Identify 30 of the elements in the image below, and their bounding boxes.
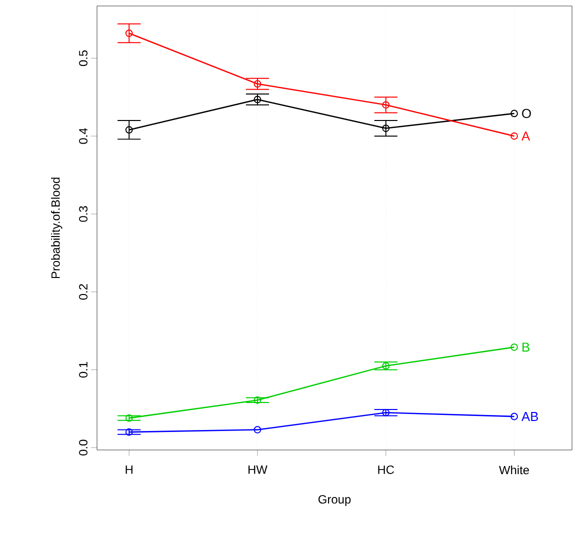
- point: [382, 408, 390, 416]
- point: [254, 426, 262, 434]
- point: [510, 132, 518, 140]
- point: [382, 362, 390, 370]
- x-tick-label: HC: [378, 466, 394, 474]
- x-tick-label: H: [126, 466, 132, 474]
- y-axis-title: Probability.of.Blood: [51, 178, 62, 278]
- point: [254, 80, 262, 88]
- y-tick-label: 0.0: [79, 440, 88, 456]
- y-tick-label: 0.1: [79, 362, 88, 378]
- y-tick-label: 0.5: [79, 50, 88, 66]
- y-tick-label: 0.2: [79, 284, 88, 300]
- x-axis-title: Group: [318, 495, 351, 506]
- series-label: AB: [521, 412, 538, 421]
- point: [125, 126, 133, 134]
- series-label: O: [522, 108, 531, 118]
- point: [382, 101, 390, 109]
- y-tick-label: 0.3: [79, 206, 88, 222]
- series-label: B: [522, 342, 530, 352]
- series-label: A: [521, 132, 530, 141]
- x-tick-label: HW: [248, 466, 268, 474]
- point: [382, 124, 390, 132]
- point: [510, 110, 518, 118]
- point: [510, 412, 518, 420]
- point: [510, 343, 518, 351]
- point: [254, 96, 262, 104]
- point: [125, 30, 133, 37]
- x-tick-label: White: [499, 466, 529, 474]
- point: [254, 396, 262, 404]
- y-tick-label: 0.4: [79, 128, 88, 144]
